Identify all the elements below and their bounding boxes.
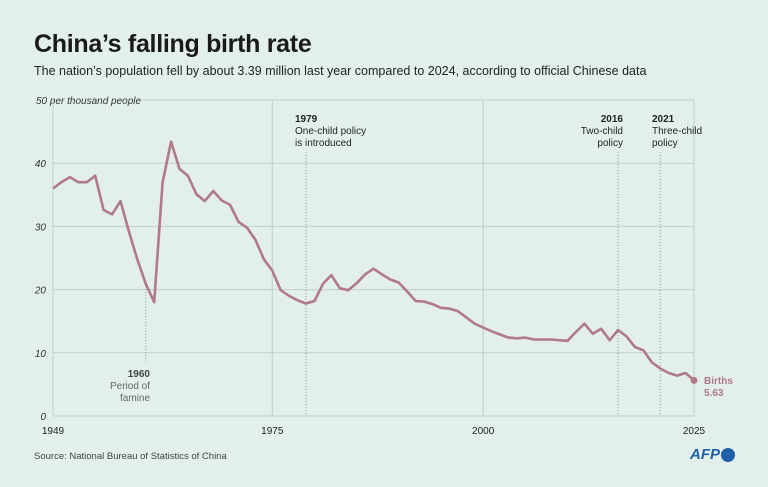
y-tick-label: 0 [40,412,46,423]
end-label-name: Births [704,376,733,387]
y-tick-label: 20 [34,286,47,297]
annotation-text: Two-child [580,126,623,137]
annotation-text: famine [119,393,150,404]
annotation-year: 2016 [600,114,623,125]
annotation-text: One-child policy [295,126,367,137]
annotation-text: policy [652,138,678,149]
afp-logo-text: AFP [690,446,720,463]
x-tick-label: 1949 [42,426,65,437]
y-tick-label: 30 [35,222,47,233]
annotation-2021: 2021 Three-child policy [652,114,702,150]
annotation-text: policy [597,138,623,149]
annotation-text: Three-child [652,126,703,137]
source-note: Source: National Bureau of Statistics of… [34,451,227,462]
annotation-1979: 1979 One-child policy is introduced [295,114,366,150]
annotation-text: Period of [109,381,150,392]
chart-title: China’s falling birth rate [34,30,312,58]
data-point [690,376,698,384]
afp-logo-dot-icon [721,447,735,462]
y-tick-label: 10 [35,349,47,360]
births-line [52,140,695,382]
annotation-2016: 2016 Two-child policy [563,114,623,150]
annotation-year: 1960 [127,369,150,380]
end-label-value: 5.63 [704,388,724,399]
afp-logo: AFP [690,446,735,463]
annotation-text: is introduced [295,138,352,149]
annotation-1960: 1960 Period of famine [90,369,150,405]
x-tick-label: 1975 [261,426,284,437]
x-tick-label: 2025 [683,426,706,437]
y-axis-label: 50 per thousand people [36,96,142,107]
annotation-year: 1979 [295,114,318,125]
end-label: Births 5.63 [704,376,733,400]
x-tick-label: 2000 [472,426,495,437]
y-tick-label: 40 [35,159,47,170]
annotation-year: 2021 [652,114,675,125]
chart-subtitle: The nation’s population fell by about 3.… [34,64,647,78]
